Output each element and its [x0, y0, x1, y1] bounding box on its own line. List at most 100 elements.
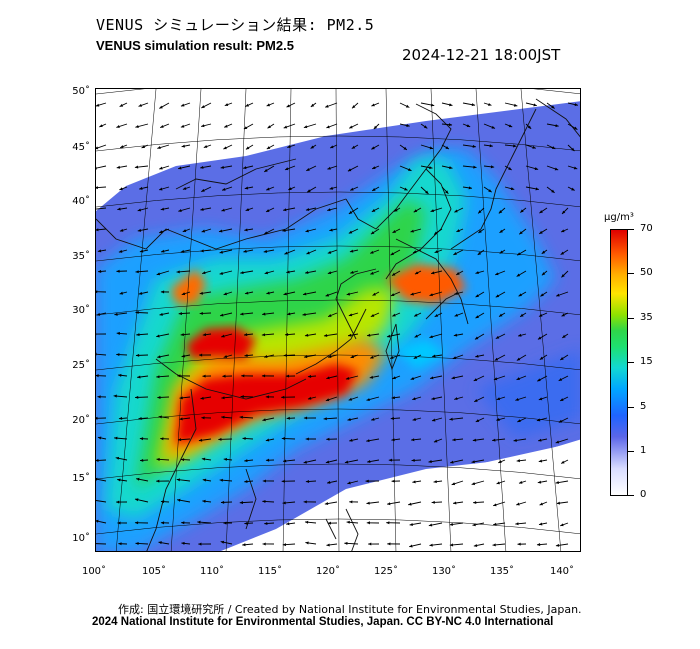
wind-arrow-head: [262, 542, 266, 546]
wind-arrow-head: [474, 399, 478, 402]
wind-arrow-head: [409, 522, 413, 526]
wind-arrow-head: [433, 439, 438, 443]
wind-arrow-head: [371, 146, 375, 150]
wind-arrow-head: [456, 229, 460, 232]
wind-arrow-head: [450, 460, 454, 464]
wind-arrow-head: [403, 146, 407, 150]
wind-arrow: [96, 353, 107, 356]
wind-arrow-head: [223, 355, 228, 358]
wind-arrow-head: [498, 210, 503, 214]
wind-arrow-head: [366, 398, 370, 402]
wind-arrow-head: [134, 498, 139, 502]
wind-arrow-head: [349, 438, 353, 442]
wind-arrow-head: [201, 124, 205, 128]
wind-arrow-head: [558, 377, 563, 381]
wind-arrow-head: [139, 186, 143, 190]
wind-arrow-head: [261, 333, 266, 337]
wind-arrow-head: [327, 208, 331, 212]
wind-arrow-head: [202, 478, 207, 482]
wind-arrow-head: [517, 542, 521, 546]
wind-arrow-head: [496, 418, 500, 421]
wind-arrow-head: [303, 125, 308, 129]
colorbar-label-5: 5: [640, 401, 647, 412]
wind-arrow-head: [117, 521, 121, 525]
wind-arrow-head: [451, 376, 455, 380]
wind-arrow-head: [156, 334, 160, 338]
wind-arrow-head: [197, 520, 201, 524]
colorbar-label-35: 35: [640, 312, 653, 323]
wind-arrow-head: [327, 250, 332, 254]
title-english: VENUS simulation result: PM2.5: [96, 38, 294, 53]
wind-arrow-head: [116, 500, 120, 504]
lon-label-115: 115˚: [257, 566, 283, 577]
wind-arrow-head: [412, 397, 416, 401]
wind-arrow-head: [202, 499, 206, 503]
wind-arrow-head: [244, 459, 248, 463]
wind-arrow-head: [449, 522, 453, 526]
wind-arrow-head: [560, 357, 564, 361]
wind-arrow-head: [139, 249, 144, 253]
wind-arrow-head: [243, 249, 247, 253]
wind-arrow-head: [243, 333, 248, 337]
wind-arrow-head: [159, 230, 163, 234]
wind-arrow-head: [223, 457, 228, 461]
wind-arrow-head: [390, 293, 395, 296]
copyright-line: 2024 National Institute for Environmenta…: [92, 616, 554, 628]
wind-arrow-head: [413, 209, 418, 213]
wind-arrow-head: [243, 166, 247, 170]
wind-arrow-head: [117, 478, 121, 482]
wind-arrow-head: [96, 477, 98, 481]
wind-arrow-head: [539, 210, 543, 214]
wind-arrow-head: [561, 460, 565, 464]
wind-arrow-head: [527, 125, 532, 129]
wind-arrow-head: [329, 228, 333, 232]
wind-arrow-head: [325, 293, 330, 297]
wind-arrow-head: [287, 145, 291, 148]
wind-arrow-head: [176, 270, 180, 274]
wind-arrow-head: [119, 228, 124, 232]
wind-arrow-head: [391, 438, 395, 442]
wind-arrow-head: [472, 438, 477, 442]
wind-arrow-head: [323, 333, 328, 337]
wind-arrow-head: [561, 229, 565, 233]
wind-arrow-head: [96, 458, 99, 462]
wind-arrow-head: [520, 209, 524, 213]
wind-arrow-head: [431, 271, 435, 275]
wind-arrow-head: [466, 124, 471, 128]
map-panel: [95, 88, 581, 552]
wind-arrow-head: [118, 249, 123, 253]
wind-arrow-head: [201, 105, 205, 108]
wind-arrow-head: [283, 353, 287, 357]
wind-arrow-head: [429, 146, 434, 150]
wind-arrow-head: [390, 356, 394, 359]
wind-arrow-head: [261, 374, 266, 378]
wind-arrow-head: [372, 292, 376, 296]
wind-arrow-head: [179, 417, 183, 421]
wind-arrow-head: [240, 271, 244, 275]
wind-arrow-head: [327, 480, 331, 484]
wind-arrow-head: [394, 208, 398, 212]
wind-arrow-head: [283, 125, 288, 129]
wind-arrow-head: [120, 145, 124, 148]
wind-arrow-head: [135, 395, 139, 399]
lat-label-45: 45˚: [72, 142, 90, 153]
wind-arrow-head: [477, 251, 482, 255]
wind-arrow-head: [223, 146, 227, 150]
wind-arrow-head: [370, 231, 375, 235]
wind-arrow-head: [181, 292, 186, 296]
wind-arrow-head: [410, 377, 415, 380]
wind-arrow-head: [157, 355, 161, 359]
wind-arrow-head: [329, 186, 334, 190]
wind-arrow-head: [346, 520, 350, 524]
wind-arrow-head: [369, 375, 374, 379]
wind-arrow-head: [262, 312, 266, 316]
wind-arrow-head: [200, 249, 204, 253]
wind-arrow-head: [346, 292, 351, 296]
wind-arrow-head: [221, 396, 225, 400]
wind-arrow-head: [386, 521, 390, 525]
wind-arrow-head: [537, 480, 542, 484]
wind-arrow-head: [180, 333, 184, 337]
wind-arrow-head: [350, 270, 354, 274]
wind-arrow-head: [366, 439, 370, 443]
lat-label-10: 10˚: [72, 533, 90, 544]
